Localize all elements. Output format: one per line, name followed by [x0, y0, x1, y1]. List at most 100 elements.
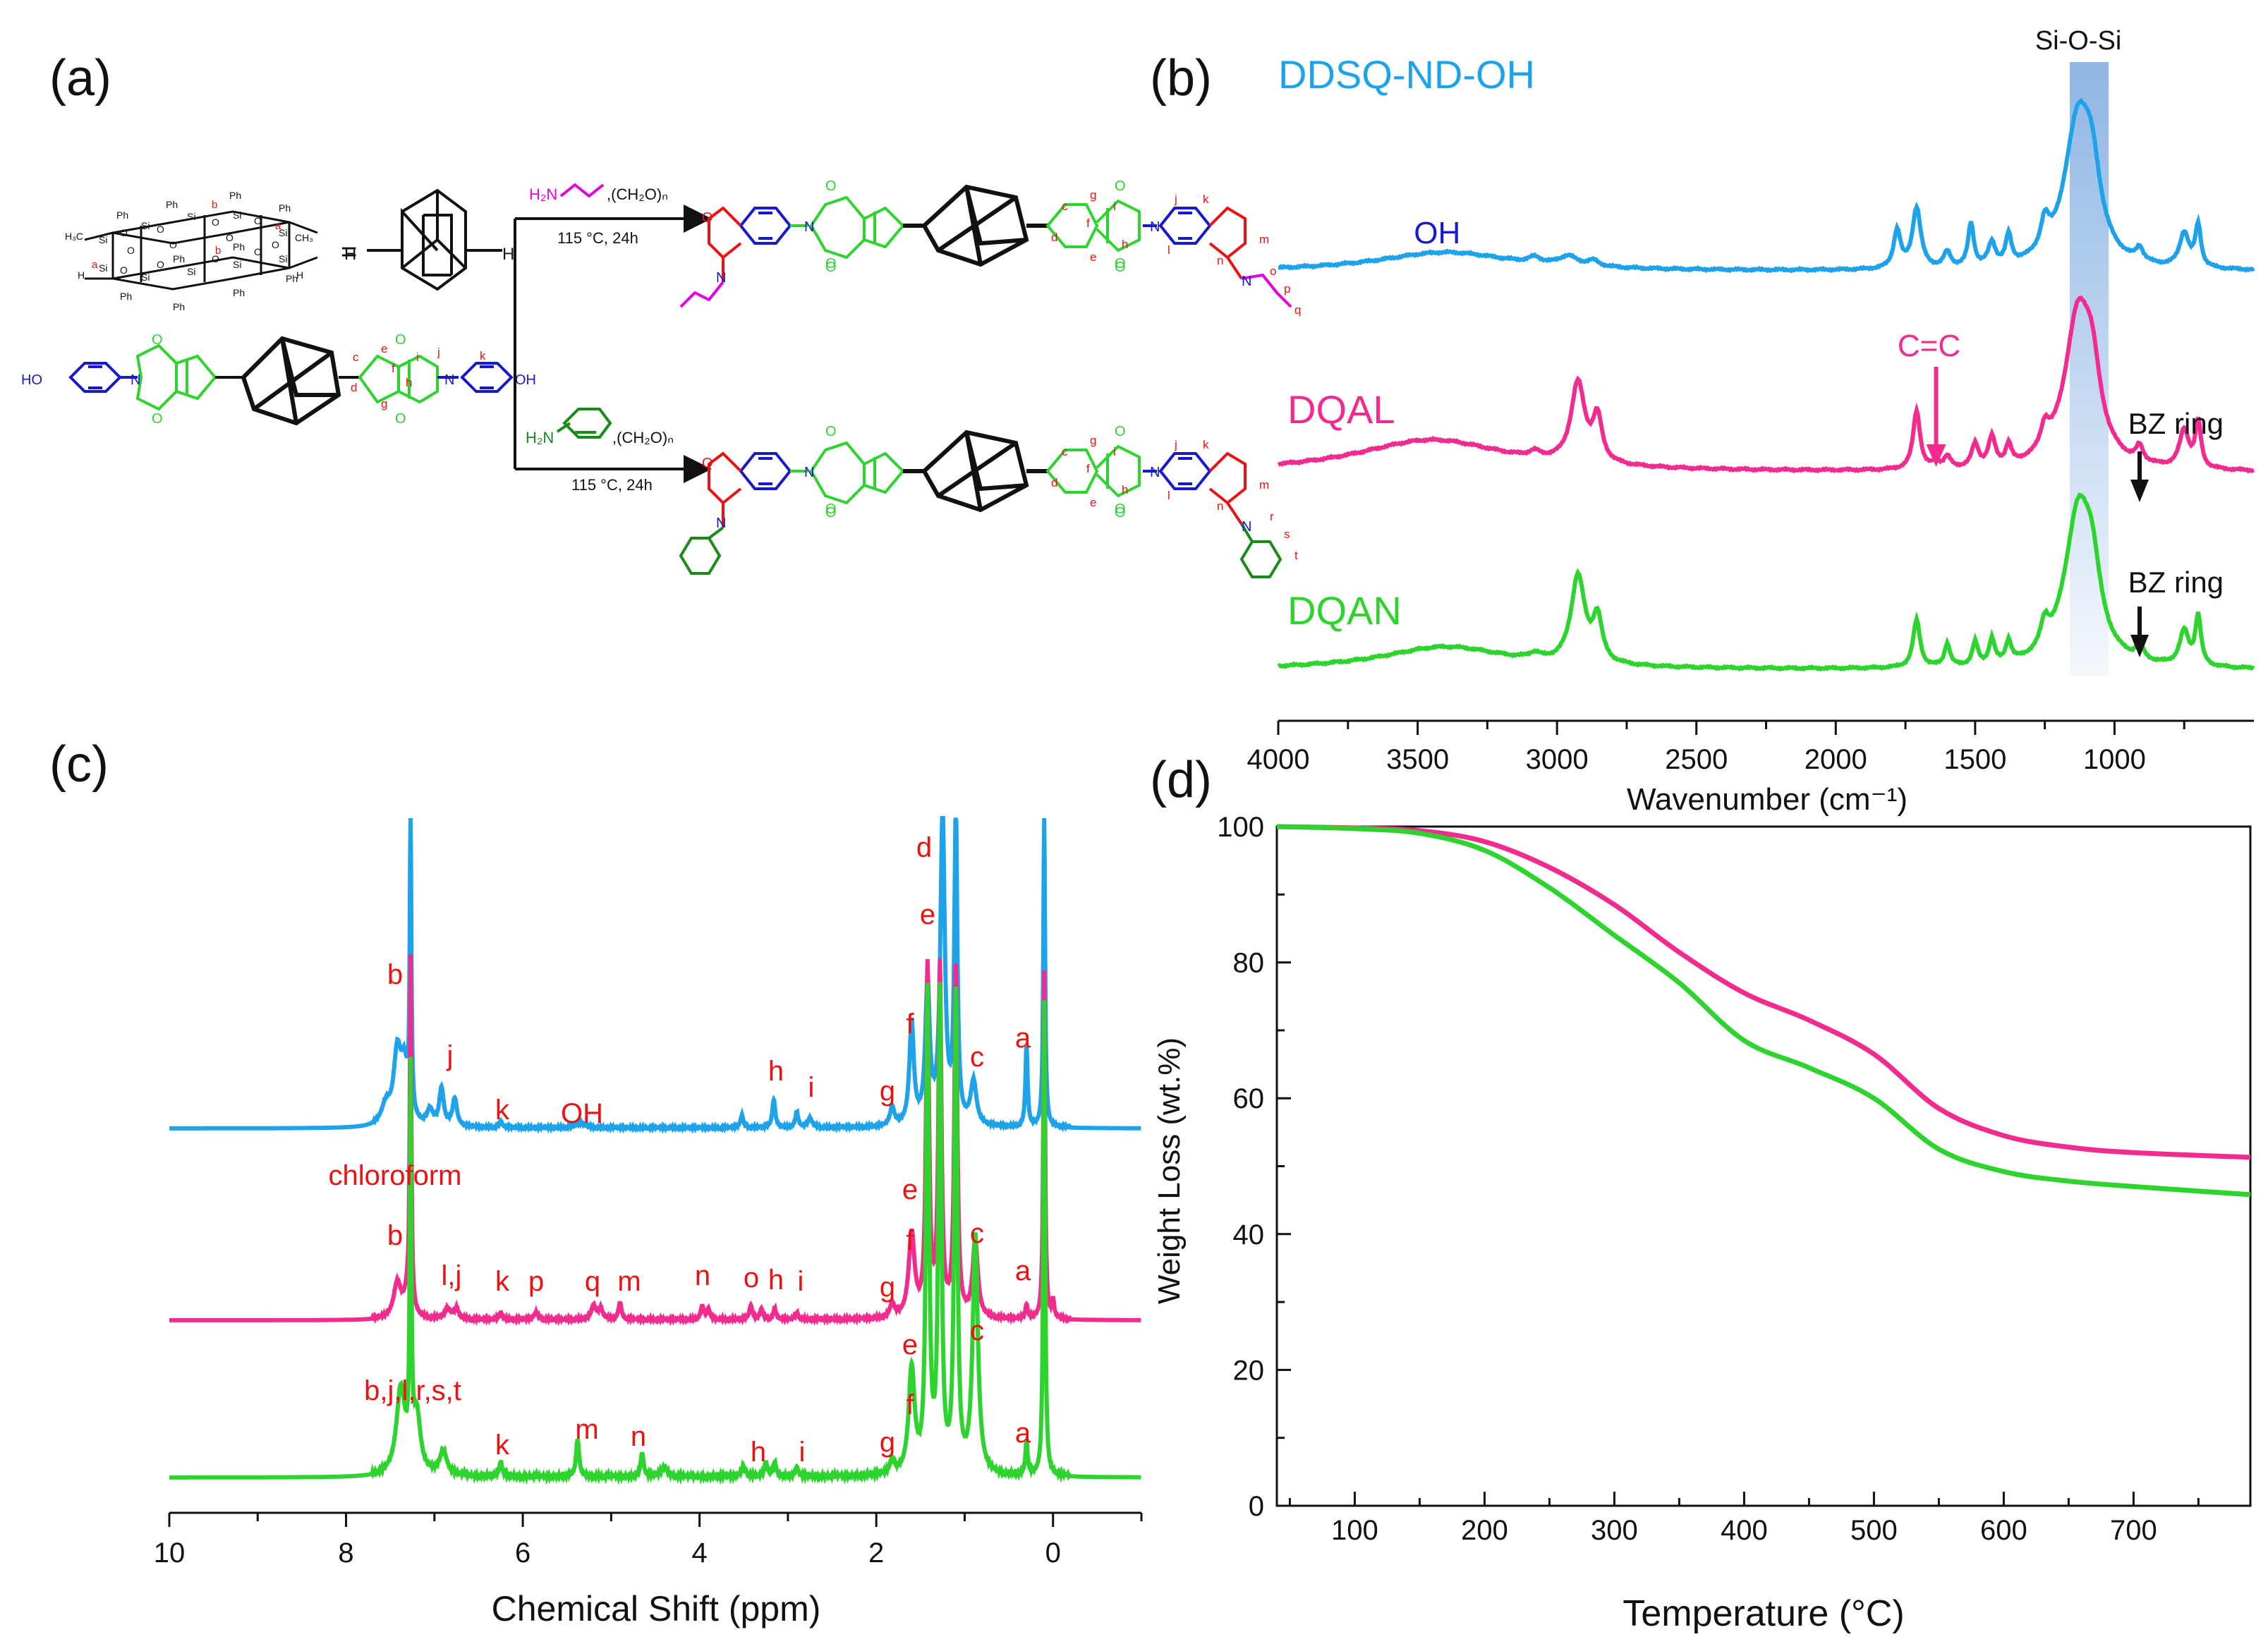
ftir-x-tick-label: 1500: [1943, 744, 2006, 775]
cage-atom-label: Si: [233, 209, 241, 221]
tga-x-tick-label: 200: [1461, 1515, 1508, 1546]
diol-position-label: e: [381, 342, 387, 355]
nmr-x-tick-label: 8: [338, 1538, 353, 1569]
cage-atom-label: Ph: [166, 199, 178, 210]
product-position-label: j: [1174, 438, 1177, 451]
cage-atom-label: O: [120, 227, 128, 238]
cage-atom-label: O: [254, 246, 262, 257]
imide-norbornane-right: [1045, 199, 1141, 252]
nmr-peak-label-dqal: g: [880, 1272, 895, 1303]
product-atom-label: O: [825, 256, 837, 272]
product-position-label: m: [1259, 478, 1269, 492]
tga-y-tick-label: 60: [1233, 1083, 1265, 1114]
ddsq-cage-structure: [84, 210, 318, 291]
benzene-ring: [739, 207, 792, 245]
nmr-peak-label-ddsq: e: [920, 899, 935, 930]
product-position-label: q: [1294, 303, 1301, 317]
product-atom-label: O: [825, 424, 837, 439]
tga-x-axis-title: Temperature (°C): [1623, 1593, 1904, 1634]
allylamine-structure: [559, 183, 605, 198]
product-atom-label: N: [1242, 519, 1251, 535]
nmr-peak-label-dqan: g: [880, 1427, 895, 1458]
ftir-x-tick-label: 3000: [1526, 744, 1589, 775]
diol-position-label: j: [437, 346, 440, 359]
product-atom-label: O: [702, 456, 713, 471]
tga-line-dqal: [1276, 824, 2251, 1160]
diol-n-label: N: [444, 372, 454, 388]
nmr-peak-label-dqan: k: [495, 1430, 510, 1461]
tga-y-tick-label: 100: [1217, 812, 1264, 843]
product-position-label: r: [1270, 510, 1274, 523]
oxazine-ring: [708, 451, 742, 528]
product-position-label: g: [1090, 434, 1096, 447]
product-position-label: h: [1122, 483, 1128, 497]
cage-atom-label: O: [212, 253, 219, 264]
product-atom-label: O: [1115, 505, 1126, 520]
nmr-line-ddsq-nd-oh: [169, 816, 1141, 1134]
product-atom-label: N: [1150, 465, 1160, 480]
panel-d-tga: (d) 100 200 300 400 500 600 700 0 20 40 60 80 100 Tem…: [1150, 752, 2252, 1634]
si-o-si-label: Si-O-Si: [2035, 26, 2121, 56]
nmr-peak-label-dqan: b,j,l,r,s,t: [364, 1375, 461, 1406]
series-label-dqal: DQAL: [1287, 387, 1395, 432]
tga-plot-frame: [1275, 825, 2252, 1507]
nmr-peak-label-dqal: k: [495, 1266, 510, 1297]
oh-label: OH: [1414, 216, 1460, 250]
cage-atom-label: Ph: [173, 253, 185, 264]
nmr-peak-label-dqan: i: [799, 1437, 806, 1468]
product-atom-label: N: [1150, 219, 1160, 235]
cage-atom-label: Si: [279, 227, 287, 238]
panel-c-label: (c): [49, 736, 109, 793]
cage-atom-label: b: [212, 199, 217, 211]
bz-ring-arrow-dqan-head: [2130, 635, 2149, 657]
product-atom-label: N: [1242, 274, 1251, 289]
tga-x-tick-label: 500: [1850, 1515, 1898, 1546]
product-position-label: e: [1090, 496, 1096, 509]
oxazine-ring: [708, 206, 742, 282]
adamantane-core: [903, 430, 1048, 513]
bz-ring-label-dqan: BZ ring: [2128, 566, 2224, 599]
nmr-peak-label-ddsq: f: [906, 1009, 914, 1040]
cage-atom-label: O: [272, 239, 279, 250]
cage-atom-label: Ph: [116, 209, 128, 221]
top-conditions: 115 °C, 24h: [557, 229, 638, 247]
cage-atom-label: Ph: [120, 291, 132, 302]
cage-atom-label: Si: [187, 266, 195, 277]
product-atom-label: N: [716, 270, 726, 286]
diol-o-label: O: [395, 411, 406, 427]
cage-atom-label: Si: [141, 272, 150, 283]
diol-position-label: c: [353, 351, 359, 364]
ftir-x-tick-label: 1000: [2083, 744, 2146, 775]
ftir-line-ddsq-nd-oh: [1278, 97, 2255, 274]
adamantane-h-left: H: [344, 245, 356, 264]
panel-b-label: (b): [1150, 50, 1212, 106]
imide-norbornane: [790, 441, 905, 505]
aniline-structure: [556, 408, 612, 439]
phenyl-group-left: [679, 526, 724, 575]
cage-atom-label: O: [120, 264, 128, 276]
nmr-peak-label-ddsq: j: [447, 1040, 454, 1071]
product-position-label: o: [1270, 264, 1276, 278]
si-o-si-band: [2070, 62, 2109, 676]
diol-position-label: d: [351, 381, 357, 394]
product-atom-label: O: [702, 210, 713, 226]
allyl-group-right: [1241, 273, 1292, 308]
cage-atom-label: Si: [233, 259, 241, 270]
product-position-label: c: [1062, 200, 1068, 213]
bottom-reagent-formaldehyde: ,(CH₂O)ₙ: [612, 429, 674, 446]
panel-d-label: (d): [1150, 752, 1212, 808]
product-position-label: d: [1051, 231, 1057, 244]
tga-y-tick-label: 80: [1233, 948, 1265, 979]
product-atom-label: N: [804, 219, 814, 235]
adamantane-structure: [367, 188, 502, 291]
product-atom-label: N: [804, 465, 814, 480]
nmr-peak-label-ddsq: i: [808, 1072, 815, 1103]
cage-atom-label: Ph: [279, 202, 291, 214]
nmr-peak-label-dqan: n: [631, 1421, 646, 1452]
product-atom-label: N: [716, 516, 726, 531]
tga-y-axis-title: Weight Loss (wt.%): [1152, 1037, 1187, 1304]
bz-ring-label-dqal: BZ ring: [2128, 407, 2224, 440]
